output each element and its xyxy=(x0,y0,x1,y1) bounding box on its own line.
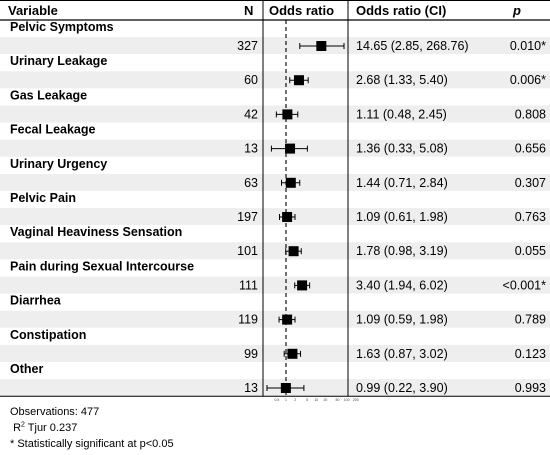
row-stripe-top xyxy=(0,54,550,72)
forest-plot-table: Pelvic Symptoms 327 14.65 (2.85, 268.76) 0.… xyxy=(0,0,550,402)
row-stripe-bottom xyxy=(0,71,550,89)
row-odds-ratio-ci: 3.40 (1.94, 6.02) xyxy=(356,278,448,292)
odds-ratio-marker xyxy=(288,246,299,257)
row-stripe-top xyxy=(0,122,550,140)
row-stripe-bottom xyxy=(0,173,550,191)
row-n-value: 101 xyxy=(237,244,258,258)
odds-ratio-marker xyxy=(287,348,298,359)
row-stripe-top xyxy=(0,20,550,38)
row-variable-label: Vaginal Heaviness Sensation xyxy=(10,225,182,239)
row-p-value: 0.789 xyxy=(515,313,546,327)
r2-exponent: 2 xyxy=(21,421,25,429)
row-stripe-top xyxy=(0,293,550,311)
row-variable-label: Gas Leakage xyxy=(10,88,87,102)
row-variable-label: Urinary Urgency xyxy=(10,157,107,171)
r2-value: Tjur 0.237 xyxy=(24,422,78,434)
odds-ratio-marker xyxy=(282,109,293,120)
row-variable-label: Pelvic Symptoms xyxy=(10,20,114,34)
row-odds-ratio-ci: 1.11 (0.48, 2.45) xyxy=(356,107,447,121)
x-tick-label: 200 xyxy=(353,398,359,402)
row-odds-ratio-ci: 1.44 (0.71, 2.84) xyxy=(356,176,448,190)
row-n-value: 197 xyxy=(237,210,258,224)
row-stripe-bottom xyxy=(0,208,550,226)
row-n-value: 99 xyxy=(244,347,258,361)
row-odds-ratio-ci: 2.68 (1.33, 5.40) xyxy=(356,73,448,87)
row-p-value: 0.993 xyxy=(515,381,546,395)
row-odds-ratio-ci: 1.09 (0.59, 1.98) xyxy=(356,313,448,327)
r2-symbol: R xyxy=(13,422,22,434)
row-variable-label: Urinary Leakage xyxy=(10,54,107,68)
header-odds-ratio: Odds ratio xyxy=(269,3,334,18)
row-p-value: 0.123 xyxy=(515,347,546,361)
row-stripe-top xyxy=(0,156,550,174)
x-tick-label: 5 xyxy=(306,398,308,402)
x-tick-label: 20 xyxy=(323,398,327,402)
row-n-value: 13 xyxy=(244,381,258,395)
odds-ratio-marker xyxy=(282,212,293,222)
header-p: p xyxy=(512,3,521,18)
header-variable: Variable xyxy=(8,3,58,18)
row-stripe-bottom xyxy=(0,310,550,328)
row-odds-ratio-ci: 1.78 (0.98, 3.19) xyxy=(356,244,448,258)
row-p-value: 0.010* xyxy=(510,39,546,53)
r2-note: R2 Tjur 0.237 xyxy=(10,420,174,436)
x-tick-label: 2 xyxy=(294,398,296,402)
row-n-value: 111 xyxy=(239,278,258,292)
row-p-value: 0.808 xyxy=(515,107,546,121)
row-variable-label: Constipation xyxy=(10,328,86,342)
row-p-value: 0.763 xyxy=(515,210,546,224)
odds-ratio-marker xyxy=(280,383,291,393)
row-odds-ratio-ci: 1.36 (0.33, 5.08) xyxy=(356,142,448,156)
odds-ratio-marker xyxy=(285,143,296,154)
row-stripe-bottom xyxy=(0,105,550,123)
x-tick-label: 100 xyxy=(344,398,350,402)
row-stripe-top xyxy=(0,259,550,277)
observations-note: Observations: 477 xyxy=(10,406,100,418)
odds-ratio-marker xyxy=(293,75,304,86)
row-variable-label: Pelvic Pain xyxy=(10,191,76,205)
row-stripe-bottom xyxy=(0,344,550,362)
row-stripe-top xyxy=(0,191,550,209)
row-variable-label: Other xyxy=(10,362,43,376)
row-p-value: <0.001* xyxy=(503,278,547,292)
row-odds-ratio-ci: 1.09 (0.61, 1.98) xyxy=(356,210,448,224)
odds-ratio-marker xyxy=(297,280,308,291)
odds-ratio-marker xyxy=(285,177,296,188)
header-n: N xyxy=(244,3,253,18)
row-odds-ratio-ci: 0.99 (0.22, 3.90) xyxy=(356,381,448,395)
header-odds-ratio-ci: Odds ratio (CI) xyxy=(356,3,446,18)
row-n-value: 60 xyxy=(244,73,258,87)
odds-ratio-marker xyxy=(282,314,293,325)
x-tick-label: 50 xyxy=(336,398,340,402)
row-odds-ratio-ci: 1.63 (0.87, 3.02) xyxy=(356,347,448,361)
row-n-value: 119 xyxy=(238,313,258,327)
row-n-value: 42 xyxy=(244,107,258,121)
odds-ratio-marker xyxy=(316,41,327,51)
row-stripe-bottom xyxy=(0,37,550,55)
row-stripe-top xyxy=(0,327,550,345)
row-stripe-bottom xyxy=(0,242,550,260)
row-stripe-top xyxy=(0,362,550,380)
row-p-value: 0.055 xyxy=(515,244,546,258)
row-odds-ratio-ci: 14.65 (2.85, 268.76) xyxy=(356,39,469,53)
row-p-value: 0.307 xyxy=(515,176,546,190)
row-n-value: 13 xyxy=(244,142,258,156)
row-variable-label: Pain during Sexual Intercourse xyxy=(10,259,194,273)
row-variable-label: Diarrhea xyxy=(10,294,62,308)
x-tick-label: 10 xyxy=(314,398,318,402)
x-tick-label: 1 xyxy=(285,398,287,402)
footnotes: Observations: 477 R2 Tjur 0.237 * Statis… xyxy=(10,404,174,452)
row-n-value: 63 xyxy=(244,176,258,190)
row-n-value: 327 xyxy=(237,39,258,53)
x-tick-label: 0.5 xyxy=(274,398,279,402)
row-stripe-top xyxy=(0,225,550,243)
row-variable-label: Fecal Leakage xyxy=(10,123,96,137)
significance-note: * Statistically significant at p<0.05 xyxy=(10,438,174,450)
row-stripe-top xyxy=(0,88,550,106)
row-stripe-bottom xyxy=(0,276,550,294)
row-p-value: 0.006* xyxy=(510,73,546,87)
row-p-value: 0.656 xyxy=(515,142,546,156)
